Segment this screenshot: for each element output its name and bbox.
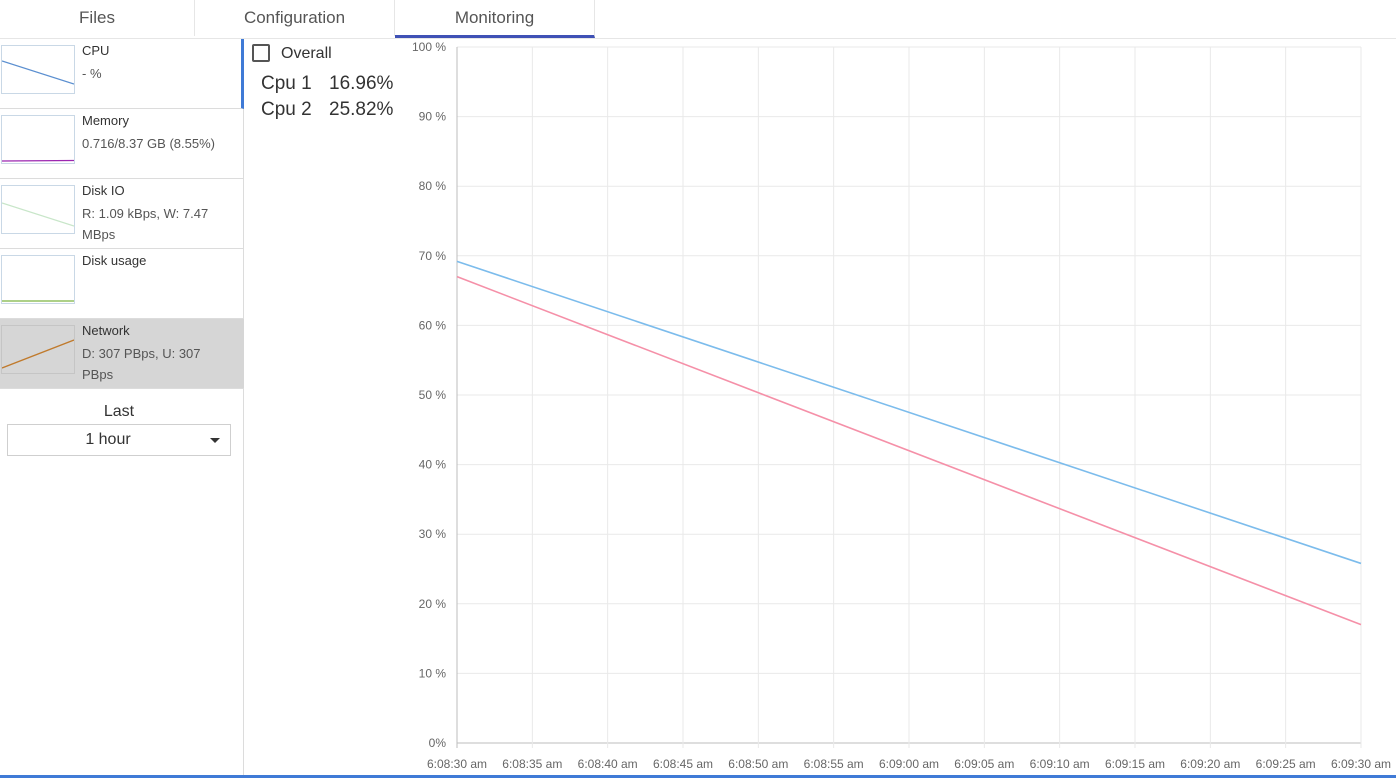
x-tick-label: 6:09:15 am — [1105, 757, 1165, 771]
x-tick-label: 6:08:35 am — [502, 757, 562, 771]
y-tick-label: 60 % — [419, 318, 447, 332]
cpu-value: 25.82% — [329, 99, 394, 120]
y-tick-label: 30 % — [419, 527, 447, 541]
x-tick-label: 6:08:40 am — [578, 757, 638, 771]
y-tick-label: 70 % — [419, 249, 447, 263]
disk-io-thumbnail-line — [2, 202, 74, 227]
x-tick-label: 6:09:25 am — [1256, 757, 1316, 771]
x-tick-label: 6:09:10 am — [1030, 757, 1090, 771]
series-line-2 — [456, 275, 1362, 626]
overall-checkbox[interactable] — [252, 44, 270, 62]
memory-thumbnail-line — [2, 159, 74, 162]
metric-value: 0.716/8.37 GB (8.55%) — [82, 136, 215, 151]
metrics-sidebar: CPU - % Memory 0.716/8.37 GB (8.55%) Dis… — [0, 39, 244, 778]
cpu-name: Cpu 2 — [261, 99, 312, 120]
time-range-label: Last — [103, 403, 135, 420]
cpu-thumbnail-line — [2, 60, 74, 85]
cpu-value: 16.96% — [329, 73, 394, 94]
metric-cpu[interactable]: CPU - % — [0, 39, 244, 109]
network-thumbnail-chart — [1, 325, 75, 374]
x-tick-label: 6:09:30 am — [1331, 757, 1391, 771]
y-tick-label: 50 % — [419, 388, 447, 402]
disk-usage-thumbnail-chart — [1, 255, 75, 304]
cpu-name: Cpu 1 — [261, 73, 312, 94]
x-tick-label: 6:09:20 am — [1180, 757, 1240, 771]
metric-memory[interactable]: Memory 0.716/8.37 GB (8.55%) — [0, 109, 244, 179]
metric-title: Disk IO — [82, 183, 125, 198]
metric-title: Memory — [82, 113, 129, 128]
metric-value: D: 307 PBps, U: 307 PBps — [82, 346, 201, 382]
cpu-line-chart: 0% 10 % 20 % 30 % 40 % 50 % 60 % 70 % 80 % 90 % 10… — [395, 38, 1396, 778]
x-tick-label: 6:09:05 am — [954, 757, 1014, 771]
chart-svg: 0% 10 % 20 % 30 % 40 % 50 % 60 % 70 % 80 % 90 % 10… — [412, 40, 1391, 771]
tab-configuration[interactable]: Configuration — [195, 0, 395, 36]
x-tick-label: 6:08:30 am — [427, 757, 487, 771]
memory-thumbnail-chart — [1, 115, 75, 164]
metric-disk-usage[interactable]: Disk usage — [0, 249, 244, 319]
y-tick-label: 90 % — [419, 110, 447, 124]
tab-files[interactable]: Files — [0, 0, 195, 36]
metric-title: Disk usage — [82, 253, 147, 268]
tab-bar: Files Configuration Monitoring — [0, 0, 1396, 39]
y-tick-label: 0% — [429, 736, 447, 750]
metric-title: CPU — [82, 43, 110, 58]
chevron-down-icon — [210, 438, 220, 443]
disk-io-thumbnail-chart — [1, 185, 75, 234]
metric-disk-io[interactable]: Disk IO R: 1.09 kBps, W: 7.47 MBps — [0, 179, 244, 249]
x-tick-label: 6:08:50 am — [728, 757, 788, 771]
y-tick-label: 10 % — [419, 666, 447, 680]
series-line-1 — [456, 260, 1362, 565]
y-tick-label: 40 % — [419, 458, 447, 472]
tab-monitoring[interactable]: Monitoring — [395, 0, 595, 38]
bottom-divider — [0, 775, 1396, 778]
metric-network[interactable]: Network D: 307 PBps, U: 307 PBps — [0, 319, 244, 389]
metric-value: - % — [82, 66, 102, 81]
cpu-thumbnail-chart — [1, 45, 75, 94]
metric-title: Network — [82, 323, 130, 338]
y-tick-label: 80 % — [419, 179, 447, 193]
network-thumbnail-line — [2, 339, 74, 369]
time-range-select[interactable]: 1 hour — [7, 424, 231, 456]
metric-value: R: 1.09 kBps, W: 7.47 MBps — [82, 206, 209, 242]
overall-label: Overall — [281, 45, 332, 62]
y-tick-label: 100 % — [412, 40, 446, 54]
y-tick-label: 20 % — [419, 597, 447, 611]
x-tick-label: 6:08:45 am — [653, 757, 713, 771]
x-tick-label: 6:08:55 am — [804, 757, 864, 771]
time-range-value: 1 hour — [85, 431, 131, 448]
x-tick-label: 6:09:00 am — [879, 757, 939, 771]
